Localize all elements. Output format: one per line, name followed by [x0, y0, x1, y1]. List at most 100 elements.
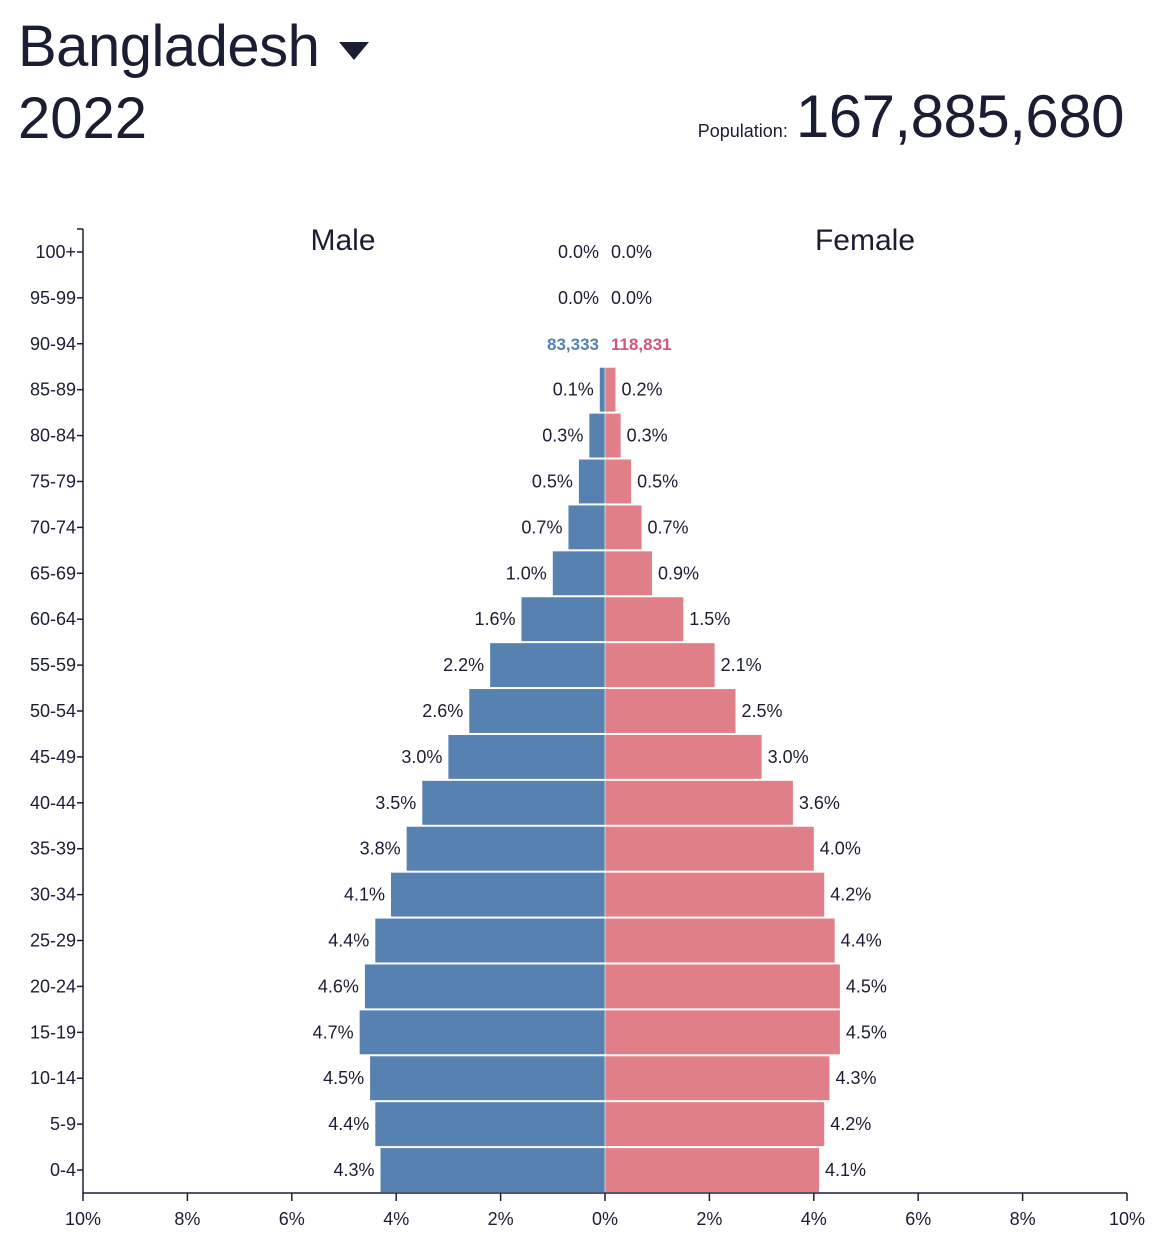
bar-label-male-10-14: 4.5%	[323, 1068, 364, 1088]
bar-label-female-30-34: 4.2%	[830, 885, 871, 905]
bar-label-male-45-49: 3.0%	[401, 747, 442, 767]
y-tick-label-75-79: 75-79	[30, 471, 76, 491]
y-tick-label-35-39: 35-39	[30, 839, 76, 859]
bar-male-65-69	[552, 551, 605, 596]
caret-down-icon[interactable]	[339, 42, 370, 60]
y-tick-label-85-89: 85-89	[30, 380, 76, 400]
bar-male-25-29	[375, 918, 605, 963]
y-tick-label-30-34: 30-34	[30, 885, 76, 905]
bar-label-male-90-94: 83,333	[547, 335, 599, 354]
x-tick-label-5: 0%	[592, 1209, 618, 1229]
population-value: 167,885,680	[795, 83, 1125, 150]
bar-label-female-50-54: 2.5%	[742, 701, 783, 721]
bar-label-female-40-44: 3.6%	[799, 793, 840, 813]
bar-label-male-25-29: 4.4%	[328, 931, 369, 951]
bar-female-20-24	[605, 964, 840, 1009]
bar-label-male-5-9: 4.4%	[328, 1114, 369, 1134]
bar-male-0-4	[380, 1148, 605, 1192]
bar-label-female-75-79: 0.5%	[637, 471, 678, 491]
bar-label-female-15-19: 4.5%	[846, 1022, 887, 1042]
bar-male-30-34	[390, 872, 605, 917]
bar-label-female-55-59: 2.1%	[721, 655, 762, 675]
y-tick-label-45-49: 45-49	[30, 747, 76, 767]
bar-label-male-65-69: 1.0%	[506, 563, 547, 583]
y-tick-label-55-59: 55-59	[30, 655, 76, 675]
bar-female-5-9	[605, 1102, 825, 1147]
bar-label-male-85-89: 0.1%	[553, 380, 594, 400]
bar-label-female-45-49: 3.0%	[768, 747, 809, 767]
bar-female-80-84	[605, 413, 621, 458]
y-tick-label-50-54: 50-54	[30, 701, 76, 721]
bar-female-50-54	[605, 689, 736, 733]
bar-label-female-20-24: 4.5%	[846, 976, 887, 996]
series-title-female: Female	[815, 224, 915, 257]
y-tick-label-100+: 100+	[35, 242, 76, 262]
bar-male-15-19	[359, 1010, 605, 1055]
y-tick-label-65-69: 65-69	[30, 563, 76, 583]
bar-female-45-49	[605, 734, 762, 779]
series-title-male: Male	[310, 224, 375, 257]
bar-female-0-4	[605, 1148, 820, 1192]
y-tick-label-10-14: 10-14	[30, 1068, 76, 1088]
x-tick-label-8: 6%	[905, 1209, 931, 1229]
x-tick-label-2: 6%	[279, 1209, 305, 1229]
bar-label-female-5-9: 4.2%	[830, 1114, 871, 1134]
bar-label-female-85-89: 0.2%	[621, 380, 662, 400]
bar-female-25-29	[605, 918, 835, 963]
y-tick-label-70-74: 70-74	[30, 517, 76, 537]
bar-label-female-80-84: 0.3%	[627, 426, 668, 446]
x-tick-label-1: 8%	[174, 1209, 200, 1229]
x-tick-label-6: 2%	[696, 1209, 722, 1229]
x-tick-label-10: 10%	[1109, 1209, 1145, 1229]
country-selector[interactable]: Bangladesh	[18, 14, 370, 80]
y-tick-label-95-99: 95-99	[30, 288, 76, 308]
bar-label-male-55-59: 2.2%	[443, 655, 484, 675]
bar-label-male-75-79: 0.5%	[532, 471, 573, 491]
bar-label-male-35-39: 3.8%	[360, 839, 401, 859]
bar-label-male-80-84: 0.3%	[542, 426, 583, 446]
y-tick-label-15-19: 15-19	[30, 1022, 76, 1042]
bar-female-60-64	[605, 597, 684, 642]
bar-female-30-34	[605, 872, 825, 917]
country-name: Bangladesh	[18, 14, 320, 79]
bar-female-65-69	[605, 551, 652, 596]
bar-male-20-24	[364, 964, 605, 1009]
bar-label-female-65-69: 0.9%	[658, 563, 699, 583]
x-tick-label-4: 2%	[488, 1209, 514, 1229]
bar-male-50-54	[469, 689, 605, 733]
bar-male-60-64	[521, 597, 605, 642]
y-tick-label-20-24: 20-24	[30, 976, 76, 996]
y-tick-label-80-84: 80-84	[30, 426, 76, 446]
x-tick-label-3: 4%	[383, 1209, 409, 1229]
x-tick-label-9: 8%	[1010, 1209, 1036, 1229]
population-summary: Population: 167,885,680	[697, 83, 1125, 150]
bar-female-55-59	[605, 643, 715, 688]
y-tick-label-60-64: 60-64	[30, 609, 76, 629]
bar-label-female-0-4: 4.1%	[825, 1160, 866, 1180]
bar-label-female-25-29: 4.4%	[841, 931, 882, 951]
bar-male-35-39	[406, 826, 605, 871]
bar-label-female-95-99: 0.0%	[611, 288, 652, 308]
y-tick-label-5-9: 5-9	[50, 1114, 76, 1134]
bar-male-85-89	[599, 367, 605, 412]
bar-male-55-59	[490, 643, 605, 688]
bar-label-male-70-74: 0.7%	[521, 517, 562, 537]
bar-label-female-70-74: 0.7%	[648, 517, 689, 537]
bar-label-female-60-64: 1.5%	[689, 609, 730, 629]
bar-male-75-79	[578, 459, 605, 504]
bar-label-male-100+: 0.0%	[558, 242, 599, 262]
bar-label-female-100+: 0.0%	[611, 242, 652, 262]
bar-label-female-35-39: 4.0%	[820, 839, 861, 859]
bar-label-male-15-19: 4.7%	[313, 1022, 354, 1042]
bar-label-female-10-14: 4.3%	[835, 1068, 876, 1088]
bar-label-male-0-4: 4.3%	[334, 1160, 375, 1180]
population-label: Population:	[697, 121, 788, 141]
bar-label-male-50-54: 2.6%	[422, 701, 463, 721]
y-tick-label-40-44: 40-44	[30, 793, 76, 813]
bar-label-male-30-34: 4.1%	[344, 885, 385, 905]
x-tick-label-7: 4%	[801, 1209, 827, 1229]
bar-female-15-19	[605, 1010, 840, 1055]
bar-label-male-40-44: 3.5%	[375, 793, 416, 813]
bar-label-male-20-24: 4.6%	[318, 976, 359, 996]
